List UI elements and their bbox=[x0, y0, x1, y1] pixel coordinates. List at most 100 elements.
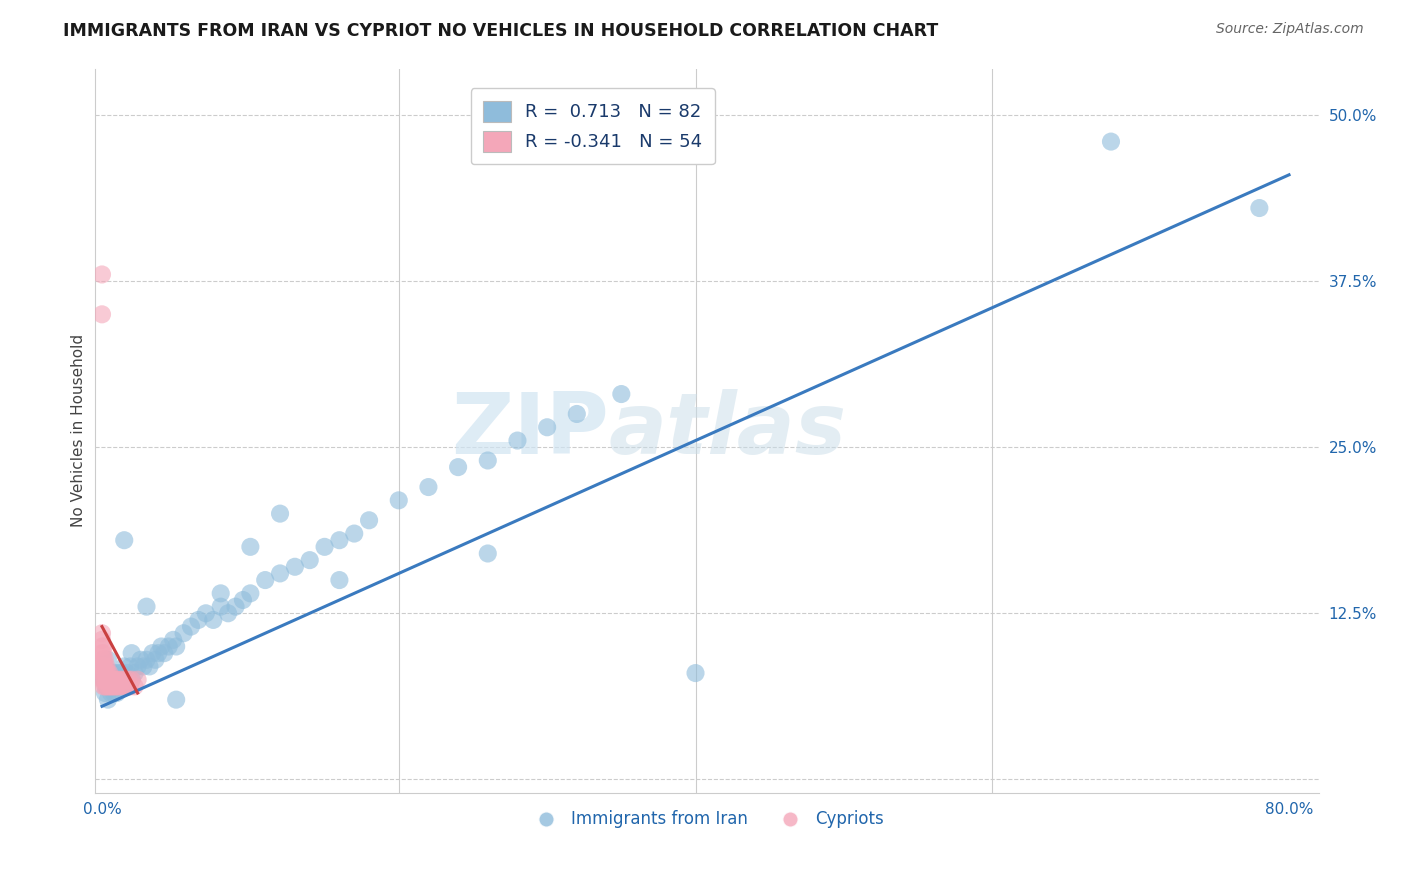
Point bbox=[93, 666, 115, 681]
Point bbox=[103, 686, 125, 700]
Point bbox=[150, 640, 173, 654]
Point bbox=[111, 679, 134, 693]
Point bbox=[103, 673, 125, 687]
Point bbox=[314, 540, 336, 554]
Point bbox=[94, 673, 117, 687]
Point bbox=[110, 679, 132, 693]
Point bbox=[135, 653, 157, 667]
Point bbox=[194, 607, 217, 621]
Point bbox=[94, 653, 117, 667]
Point bbox=[100, 673, 122, 687]
Point bbox=[101, 679, 124, 693]
Point bbox=[107, 679, 129, 693]
Point bbox=[91, 307, 114, 321]
Point bbox=[96, 679, 118, 693]
Point bbox=[101, 673, 124, 687]
Point bbox=[93, 646, 115, 660]
Point bbox=[388, 493, 411, 508]
Point bbox=[565, 407, 588, 421]
Point bbox=[101, 666, 124, 681]
Point bbox=[93, 673, 115, 687]
Point bbox=[101, 679, 124, 693]
Point bbox=[104, 666, 127, 681]
Point bbox=[120, 679, 142, 693]
Point bbox=[108, 673, 131, 687]
Point bbox=[96, 673, 118, 687]
Text: Source: ZipAtlas.com: Source: ZipAtlas.com bbox=[1216, 22, 1364, 37]
Point bbox=[269, 507, 291, 521]
Point bbox=[112, 533, 135, 548]
Point bbox=[135, 599, 157, 614]
Point bbox=[359, 513, 381, 527]
Point bbox=[91, 659, 114, 673]
Point bbox=[91, 632, 114, 647]
Point bbox=[98, 666, 121, 681]
Point bbox=[91, 268, 114, 282]
Point bbox=[145, 653, 167, 667]
Point bbox=[94, 666, 117, 681]
Point bbox=[96, 659, 118, 673]
Point bbox=[98, 666, 121, 681]
Point bbox=[91, 626, 114, 640]
Point bbox=[121, 673, 143, 687]
Point bbox=[110, 666, 132, 681]
Point bbox=[105, 673, 128, 687]
Point bbox=[98, 679, 121, 693]
Point bbox=[115, 679, 138, 693]
Point bbox=[118, 673, 141, 687]
Point bbox=[91, 673, 114, 687]
Point bbox=[447, 460, 470, 475]
Point bbox=[284, 559, 307, 574]
Y-axis label: No Vehicles in Household: No Vehicles in Household bbox=[72, 334, 86, 527]
Text: IMMIGRANTS FROM IRAN VS CYPRIOT NO VEHICLES IN HOUSEHOLD CORRELATION CHART: IMMIGRANTS FROM IRAN VS CYPRIOT NO VEHIC… bbox=[63, 22, 939, 40]
Point bbox=[97, 679, 120, 693]
Point bbox=[536, 420, 558, 434]
Point bbox=[298, 553, 321, 567]
Point bbox=[104, 679, 127, 693]
Point bbox=[93, 640, 115, 654]
Point bbox=[124, 666, 146, 681]
Point bbox=[209, 599, 232, 614]
Point bbox=[97, 666, 120, 681]
Point bbox=[91, 646, 114, 660]
Point bbox=[157, 640, 180, 654]
Point bbox=[97, 673, 120, 687]
Point bbox=[94, 659, 117, 673]
Point bbox=[118, 679, 141, 693]
Point bbox=[94, 679, 117, 693]
Point bbox=[141, 646, 163, 660]
Point bbox=[165, 692, 187, 706]
Point bbox=[1249, 201, 1271, 215]
Point bbox=[127, 659, 149, 673]
Point bbox=[98, 679, 121, 693]
Point bbox=[93, 673, 115, 687]
Point bbox=[93, 679, 115, 693]
Point bbox=[132, 659, 155, 673]
Point bbox=[120, 659, 142, 673]
Point bbox=[209, 586, 232, 600]
Point bbox=[100, 673, 122, 687]
Point bbox=[180, 619, 202, 633]
Point bbox=[94, 659, 117, 673]
Point bbox=[162, 632, 184, 647]
Point bbox=[112, 679, 135, 693]
Point bbox=[114, 673, 136, 687]
Point bbox=[104, 673, 127, 687]
Point bbox=[103, 679, 125, 693]
Point bbox=[477, 453, 499, 467]
Point bbox=[100, 679, 122, 693]
Point bbox=[127, 673, 149, 687]
Point bbox=[477, 547, 499, 561]
Point bbox=[239, 540, 262, 554]
Point bbox=[124, 679, 146, 693]
Point bbox=[173, 626, 195, 640]
Point bbox=[94, 686, 117, 700]
Point bbox=[107, 666, 129, 681]
Point bbox=[202, 613, 225, 627]
Point bbox=[115, 666, 138, 681]
Point bbox=[100, 686, 122, 700]
Point bbox=[225, 599, 247, 614]
Point bbox=[418, 480, 440, 494]
Point bbox=[105, 679, 128, 693]
Point bbox=[153, 646, 176, 660]
